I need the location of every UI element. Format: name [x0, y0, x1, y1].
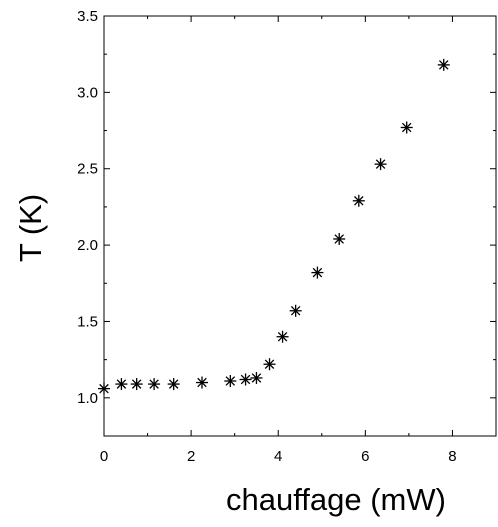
plot-frame [103, 15, 497, 437]
data-point [167, 378, 180, 391]
x-tick-label: 0 [100, 448, 108, 465]
data-point [352, 194, 365, 207]
data-point [98, 382, 110, 395]
x-axis-title: chauffage (mW) [226, 482, 446, 517]
y-axis-title: T (K) [13, 194, 48, 262]
x-axis-ticks: 0 2 4 6 8 [100, 16, 457, 465]
data-point [148, 378, 161, 391]
data-point [311, 266, 324, 279]
data-point [400, 121, 413, 134]
y-tick-label: 2.5 [77, 161, 98, 178]
x-tick-label: 8 [448, 448, 456, 465]
data-points [98, 58, 450, 395]
data-point [374, 158, 387, 171]
data-point [437, 58, 450, 71]
x-tick-label: 2 [187, 448, 195, 465]
y-tick-label: 1.0 [77, 390, 98, 407]
data-point [250, 371, 263, 384]
data-point [263, 358, 276, 371]
data-point [130, 378, 143, 391]
data-point [333, 232, 346, 245]
data-point [115, 378, 128, 391]
data-point [239, 373, 252, 386]
x-tick-label: 6 [361, 448, 369, 465]
data-point [196, 376, 208, 389]
data-point [224, 375, 237, 388]
y-axis-ticks: 1.0 1.5 2.0 2.5 3.0 3.5 [77, 8, 496, 437]
data-point [276, 330, 289, 343]
y-tick-label: 3.5 [77, 8, 98, 25]
y-tick-label: 2.0 [77, 237, 98, 254]
y-tick-label: 1.5 [77, 313, 98, 330]
x-tick-label: 4 [274, 448, 282, 465]
y-tick-label: 3.0 [77, 84, 98, 101]
data-point [289, 304, 302, 317]
